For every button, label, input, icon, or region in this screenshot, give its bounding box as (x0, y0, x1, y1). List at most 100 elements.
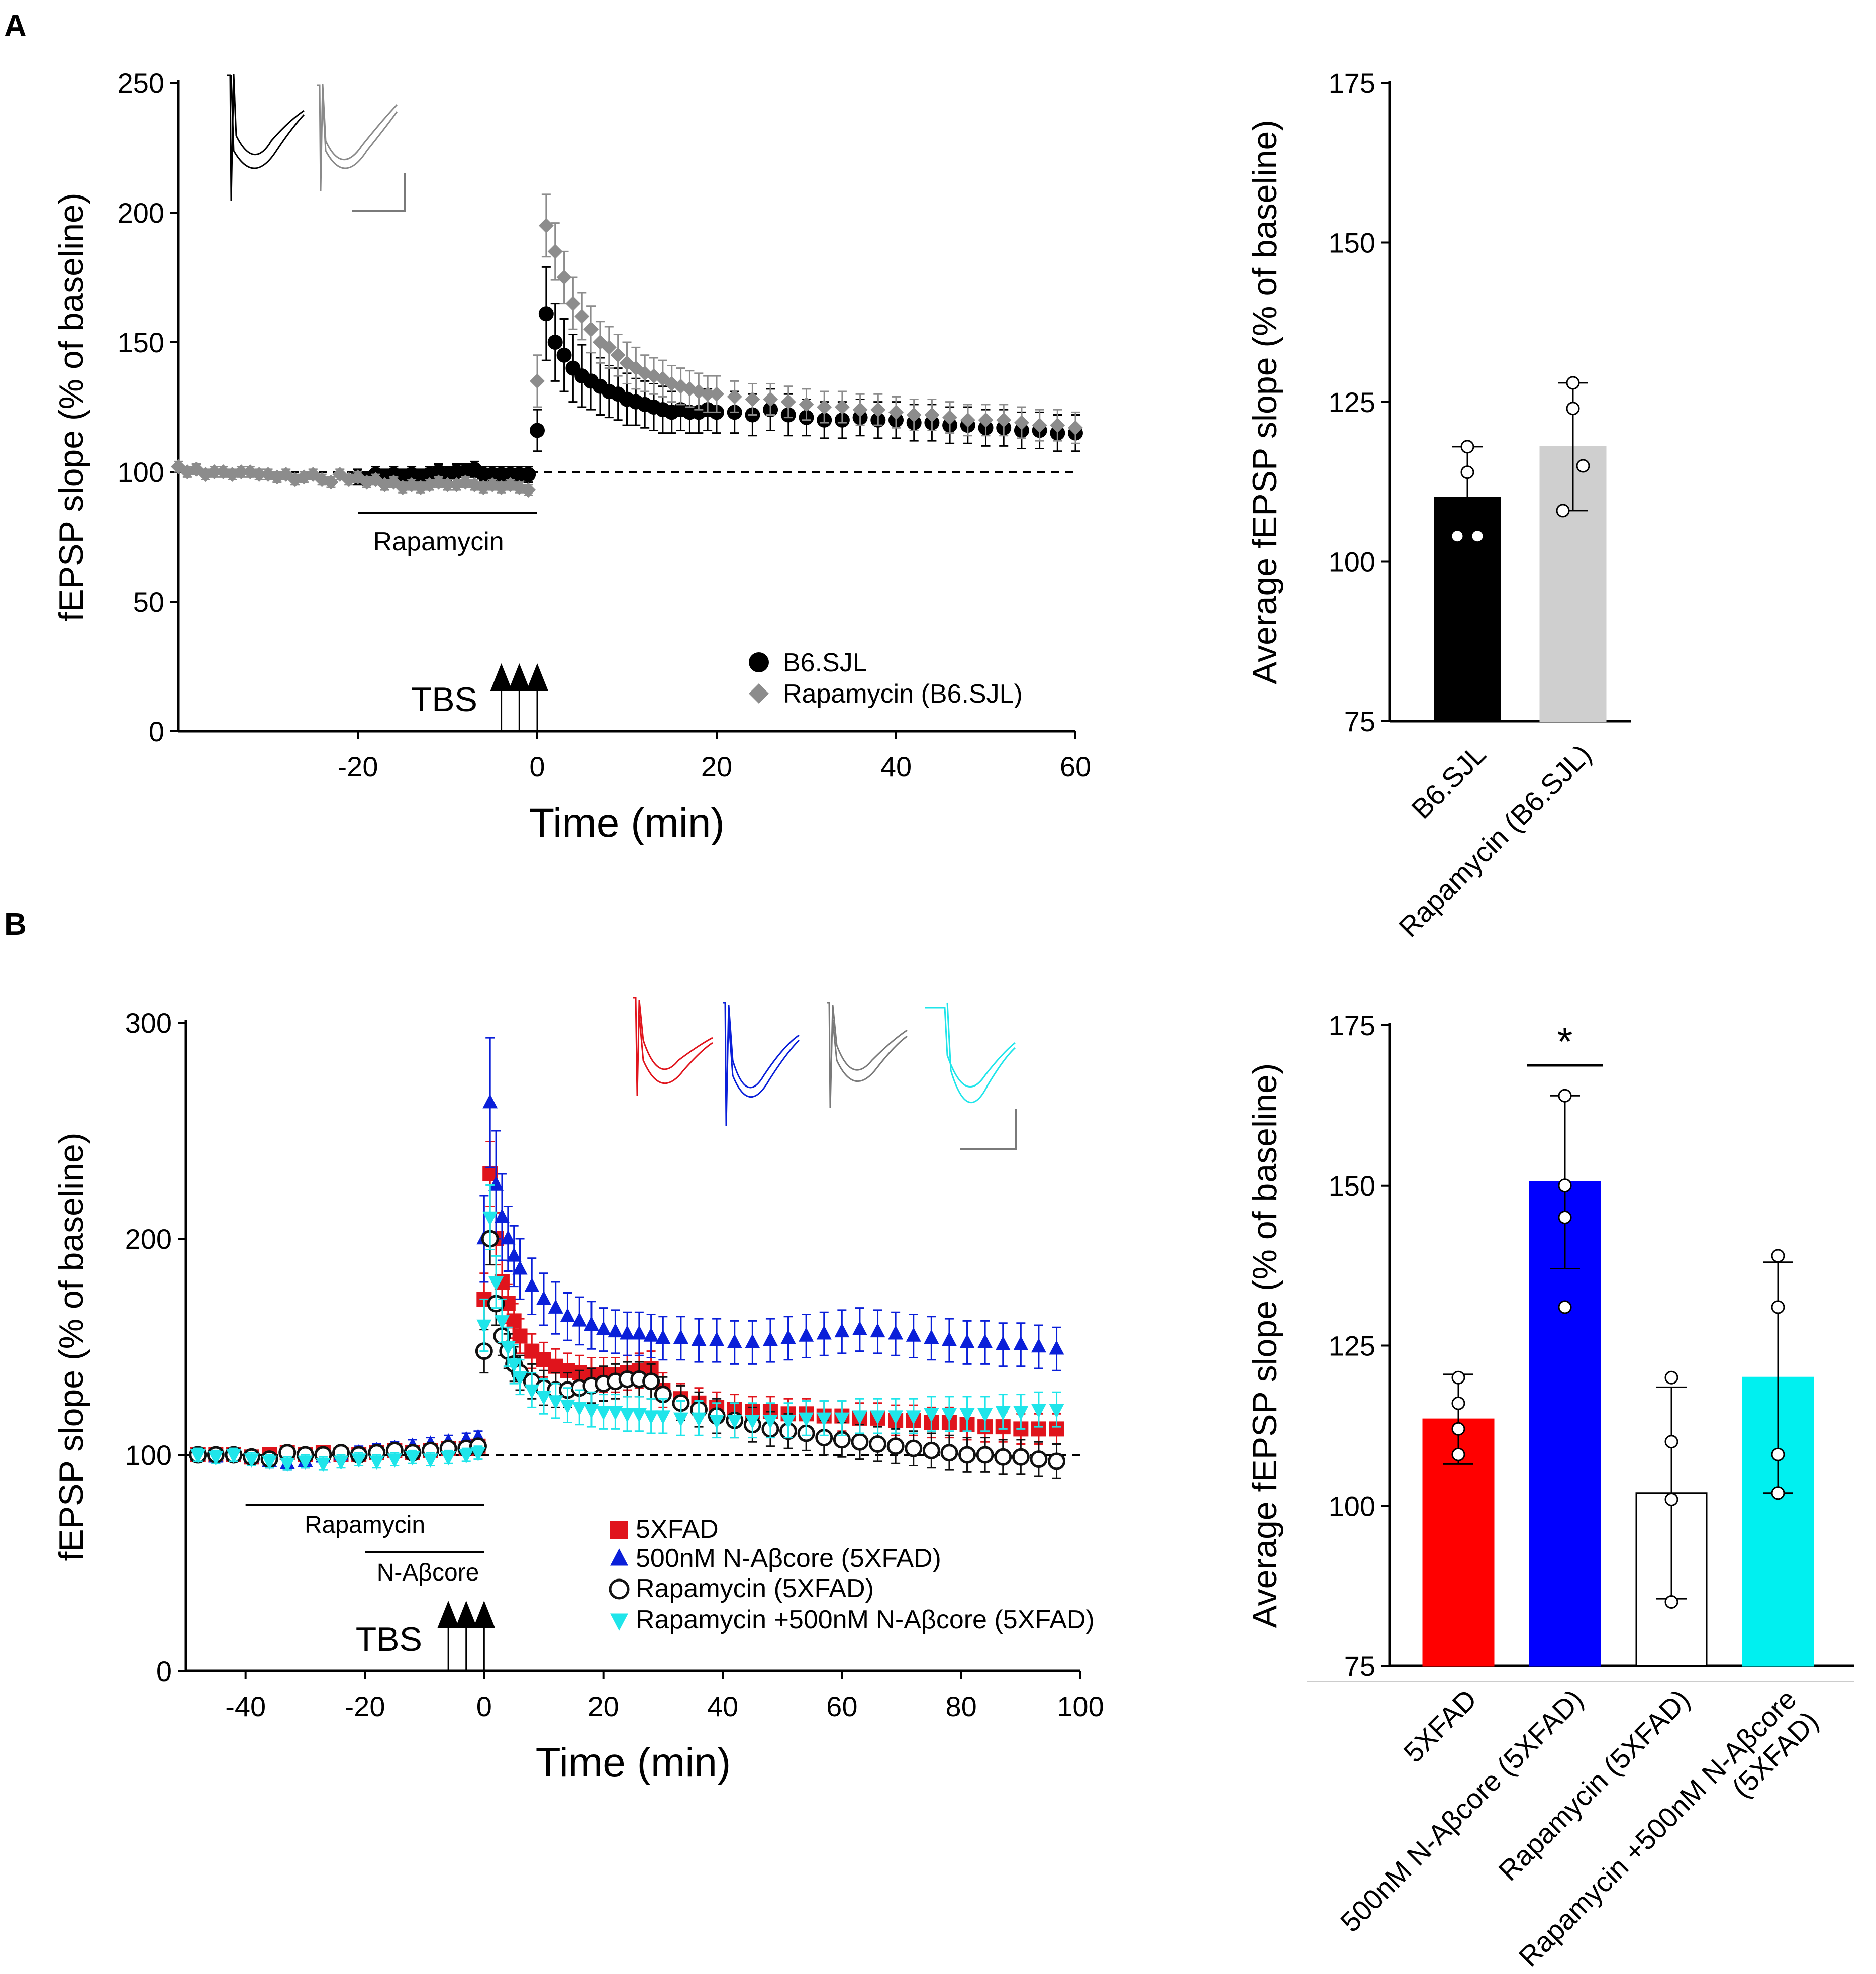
significance-star: * (1557, 1019, 1572, 1064)
data-point (816, 1325, 832, 1340)
data-point (834, 1412, 850, 1427)
x-tick-label-20: 20 (701, 751, 732, 782)
data-point (387, 1453, 403, 1468)
panel-a-timecourse-chart: 0 50 100 150 200 250 -20 0 20 40 60 Time (min) fEPSP… (52, 67, 1091, 846)
legend-label-500nm-n-a-core-5xfad: 500nM N-Aβcore (5XFAD) (636, 1544, 941, 1573)
data-point (1013, 1406, 1029, 1421)
series-rapamycin-500nm-n-a-core-5xfad (190, 1184, 1064, 1472)
data-point (524, 1277, 540, 1292)
individual-point (1771, 1486, 1785, 1500)
individual-point (1558, 1300, 1572, 1314)
y-tick-label-150: 150 (1329, 1170, 1375, 1202)
data-point (727, 389, 742, 405)
data-point (852, 1410, 867, 1425)
data-point (556, 347, 572, 363)
data-point (369, 1455, 384, 1470)
x-tick-label-60: 60 (826, 1691, 857, 1722)
trace-rapa-post (322, 95, 398, 169)
data-point (226, 1449, 241, 1464)
trace-rapa (827, 1002, 908, 1109)
individual-point (1771, 1300, 1785, 1314)
data-point (601, 340, 617, 355)
data-point (643, 1410, 659, 1425)
data-point (960, 412, 975, 428)
y-tick-label-200: 200 (118, 197, 164, 229)
data-point (572, 1402, 587, 1416)
y-tick-label-100: 100 (1329, 546, 1375, 578)
trace-nab-post (728, 1020, 800, 1098)
data-point (870, 402, 886, 418)
data-point (521, 467, 536, 482)
data-point (959, 1334, 975, 1348)
data-point (959, 1408, 975, 1423)
trace-b6-post (230, 75, 305, 169)
data-point (556, 270, 572, 285)
data-point (512, 1328, 528, 1344)
data-point (482, 1094, 498, 1109)
data-point (924, 407, 940, 423)
scale-bar-b (960, 1109, 1017, 1150)
trace-nab (723, 1002, 800, 1126)
data-point (620, 1408, 635, 1423)
peptide-label: N-Aβcore (377, 1559, 479, 1586)
data-point (994, 1448, 1012, 1466)
data-point (488, 1276, 504, 1291)
trace-5xfad-post (638, 1015, 713, 1084)
data-point (405, 1451, 420, 1466)
data-point (643, 1327, 659, 1342)
data-point (574, 309, 590, 324)
trace-5xfad (633, 997, 713, 1096)
data-point (538, 218, 554, 233)
data-point (547, 244, 563, 259)
individual-point (1771, 1447, 1785, 1461)
x-tick-label-40: 40 (707, 1691, 738, 1722)
data-point (906, 407, 922, 423)
data-point (763, 391, 778, 407)
trace-b6-baseline (227, 74, 305, 202)
data-point (709, 1414, 725, 1429)
data-point (762, 1331, 778, 1346)
data-point (673, 1329, 688, 1344)
individual-point (1664, 1595, 1678, 1609)
data-point (538, 306, 554, 322)
individual-point (1558, 1089, 1572, 1103)
trace-rapa-nab-post (946, 1002, 1016, 1103)
data-point (745, 391, 760, 407)
data-point (870, 1410, 885, 1425)
data-point (1032, 418, 1047, 433)
data-point (233, 464, 249, 479)
x-tick-label-neg20: -20 (345, 1691, 385, 1722)
data-point (482, 1211, 498, 1226)
data-point (1013, 1336, 1029, 1350)
x-tick-label-neg20: -20 (338, 751, 378, 782)
y-tick-label-75: 75 (1344, 706, 1375, 737)
data-point (470, 1447, 486, 1461)
data-point (745, 1414, 760, 1429)
data-point (298, 1455, 313, 1470)
data-point (1049, 1404, 1064, 1418)
y-tick-label-0: 0 (156, 1655, 172, 1687)
data-point (995, 1336, 1011, 1350)
y-tick-label-50: 50 (133, 586, 164, 618)
data-point (780, 1329, 796, 1344)
x-tick-label-b6-sjl: B6.SJL (1405, 738, 1492, 825)
data-point (1031, 1338, 1046, 1353)
data-point (1030, 1450, 1048, 1468)
y-tick-label-300: 300 (125, 1007, 172, 1039)
data-point (941, 1331, 957, 1346)
panel-a-bar-chart: 75 100 125 150 175 Average fEPSP slope (% of … (1246, 67, 1631, 943)
tbs-arrow-head (490, 663, 513, 691)
data-point (610, 347, 626, 363)
data-point (608, 1323, 623, 1338)
data-point (530, 373, 545, 389)
data-point (1031, 1404, 1046, 1418)
data-point (942, 410, 958, 425)
data-point (530, 423, 545, 438)
x-tick-label-line: 5XFAD (1397, 1683, 1483, 1768)
panel-b-bar-chart: 75 100 125 150 175 Average fEPSP slope (% of … (1246, 1010, 1854, 1973)
x-tick-label-5xfad: 5XFAD (1397, 1683, 1483, 1768)
data-point (852, 1321, 867, 1335)
data-point (279, 1457, 295, 1472)
data-point (996, 412, 1012, 428)
